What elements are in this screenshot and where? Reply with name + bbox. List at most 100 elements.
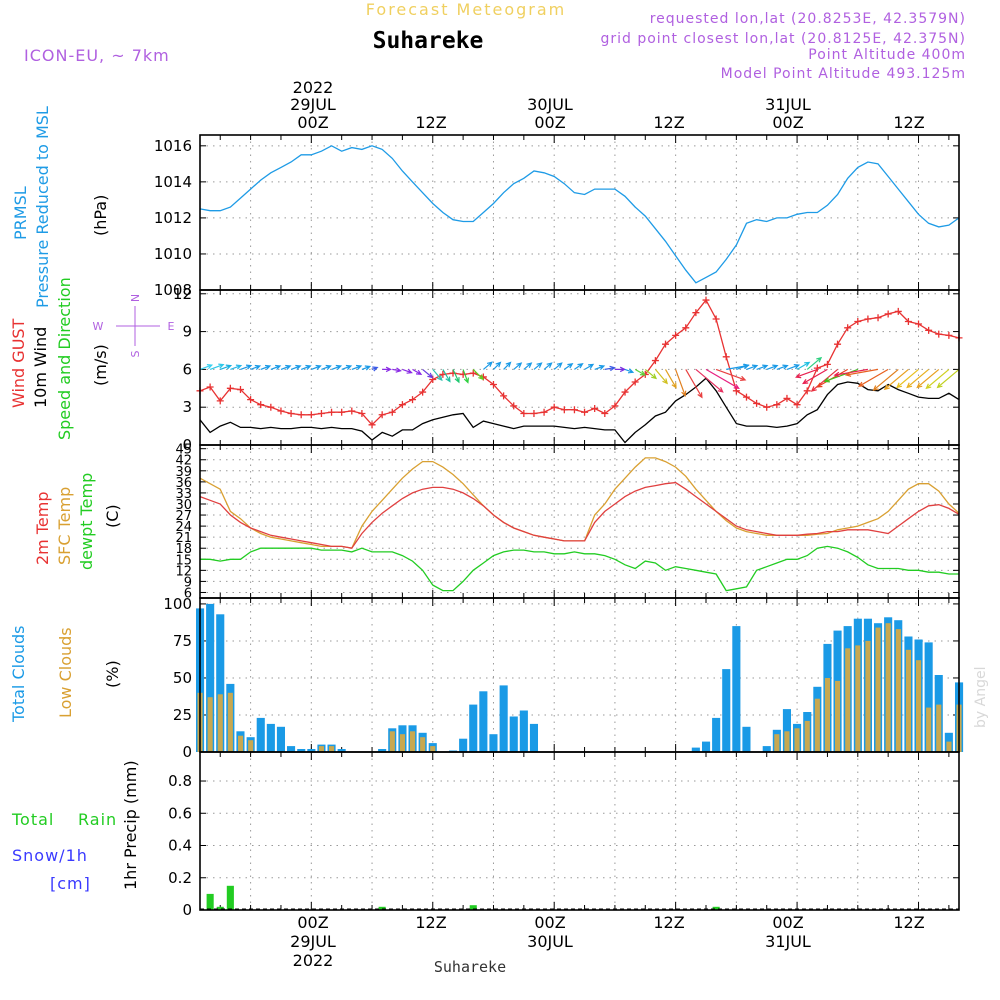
sfc-temp-line — [199, 457, 960, 549]
wind-gust-marker — [328, 408, 336, 416]
temp-ytick-label: 6 — [184, 586, 192, 601]
wind-direction-arrow — [513, 362, 523, 370]
temp-ytick-label: 36 — [175, 476, 192, 491]
wind-direction-arrow — [219, 364, 233, 370]
wind-gust-marker — [560, 406, 568, 414]
wind-gust-marker — [813, 364, 821, 372]
bottom-hour-5: 12Z — [893, 913, 924, 932]
wind-direction-arrow — [705, 368, 740, 389]
wind-gust-marker — [925, 326, 933, 334]
model-altitude: Model Point Altitude 493.125m — [721, 66, 966, 82]
wind-gust-marker — [267, 403, 275, 411]
wind-direction-arrow — [857, 368, 889, 387]
total-cloud-bar — [924, 642, 933, 752]
wind-direction-arrow — [624, 368, 635, 374]
wind-gust-marker — [631, 378, 639, 386]
wind-direction-arrow — [746, 364, 759, 370]
precip-ytick-label: 0.2 — [168, 869, 192, 887]
low-cloud-bar — [814, 698, 820, 752]
wind-gust-marker — [753, 399, 761, 407]
snow-unit-label: [cm] — [50, 874, 91, 893]
bottom-day-4: 31JUL — [765, 932, 811, 951]
wind-direction-arrow — [736, 364, 750, 370]
rain-bar — [469, 905, 477, 910]
wind-gust-marker — [489, 381, 497, 389]
pressure-ytick-label: 1014 — [154, 173, 192, 191]
wind-direction-arrow — [806, 356, 823, 370]
rain-bar — [712, 906, 720, 910]
wind-gust-marker — [287, 409, 295, 417]
total-cloud-bar — [519, 710, 528, 752]
wind-gust-marker — [672, 331, 680, 339]
temp-ytick-label: 9 — [184, 575, 192, 590]
temp-ytick-label: 27 — [175, 509, 192, 524]
wind-direction-arrow — [199, 364, 214, 370]
wind-gust-marker — [348, 407, 356, 415]
cloud-panel-labels: Total Clouds Low Clouds (%) — [9, 626, 122, 724]
total-cloud-bar — [529, 723, 538, 752]
wind-gust-marker — [419, 388, 427, 396]
wind-direction-arrow — [801, 368, 828, 385]
wind-gust-marker — [236, 386, 244, 394]
rain-bar — [378, 906, 386, 910]
temp-ytick-label: 33 — [175, 487, 192, 502]
total-cloud-bar — [206, 603, 215, 752]
low-cloud-bar — [936, 704, 942, 752]
wind-direction-arrow — [654, 369, 668, 385]
total-cloud-bar — [378, 749, 387, 752]
precip-panel-labels: Total Rain Snow/1h [cm] 1hr Precip (mm) — [11, 760, 140, 893]
top-day-2: 30JUL — [527, 95, 573, 114]
precip-ytick-label: 0.8 — [168, 772, 192, 790]
wind-panel-labels: Wind GUST 10m Wind Speed and Direction (… — [9, 277, 175, 440]
total-cloud-bar — [732, 626, 741, 752]
low-clouds-label: Low Clouds — [56, 627, 75, 718]
low-cloud-bar — [804, 720, 810, 752]
bottom-time-axis: 00Z 29JUL 2022 12Z 00Z 30JUL 12Z 00Z 31J… — [290, 913, 925, 970]
snow-label: Snow/1h — [12, 846, 88, 865]
wind-ytick-label: 12 — [173, 285, 192, 303]
wind-gust-marker — [823, 360, 831, 368]
wind-gust-marker — [904, 318, 912, 326]
bottom-day-0: 29JUL — [290, 932, 336, 951]
low-cloud-bar — [946, 741, 952, 752]
wind-gust-marker — [793, 401, 801, 409]
wind-direction-arrow — [553, 362, 563, 370]
wind-ytick-label: 9 — [182, 323, 192, 341]
wind-gust-marker — [216, 397, 224, 405]
precip-panel-frame — [199, 751, 960, 911]
wind-direction-arrow — [543, 362, 553, 370]
wind-gust-marker — [692, 309, 700, 317]
wind-gust-marker — [338, 408, 346, 416]
clouds-ytick-label: 50 — [173, 669, 192, 687]
pressure-ytick-label: 1008 — [154, 281, 192, 299]
precip-ytick-label: 0 — [182, 901, 192, 919]
model-label: ICON-EU, ~ 7km — [24, 46, 170, 65]
wind-direction-arrow — [371, 366, 379, 372]
wind-direction-arrow — [664, 369, 677, 389]
wind-direction-arrow — [472, 368, 485, 381]
wind-direction-arrow — [412, 368, 423, 375]
wind-direction-arrow — [563, 363, 574, 370]
bottom-year-0: 2022 — [293, 951, 334, 970]
temp-panel-frame — [199, 444, 960, 599]
low-cloud-bar — [420, 737, 426, 752]
wind-direction-arrow — [422, 368, 434, 379]
pressure-panel-frame — [199, 134, 960, 291]
temp-ytick-label: 15 — [175, 553, 192, 568]
wind-panel: 0 3 6 9 12 — [173, 285, 963, 454]
wind-direction-arrow — [614, 366, 627, 373]
wind-gust-marker — [550, 403, 558, 411]
wind-direction-arrow — [452, 369, 460, 384]
low-cloud-bar — [774, 734, 780, 752]
wind-gust-marker — [894, 307, 902, 315]
total-cloud-bar — [722, 669, 731, 752]
wind-gust-label: Wind GUST — [9, 318, 28, 408]
temp-ytick-label: 12 — [175, 564, 192, 579]
wind-direction-arrow — [796, 361, 811, 370]
compass-rose-icon: N S W E — [93, 294, 175, 358]
wind-gust-marker — [500, 392, 508, 400]
wind-direction-arrow — [883, 368, 909, 391]
clouds-ytick-label: 75 — [173, 632, 192, 650]
low-cloud-bar — [410, 731, 416, 752]
station-title: Suhareke — [373, 28, 484, 54]
